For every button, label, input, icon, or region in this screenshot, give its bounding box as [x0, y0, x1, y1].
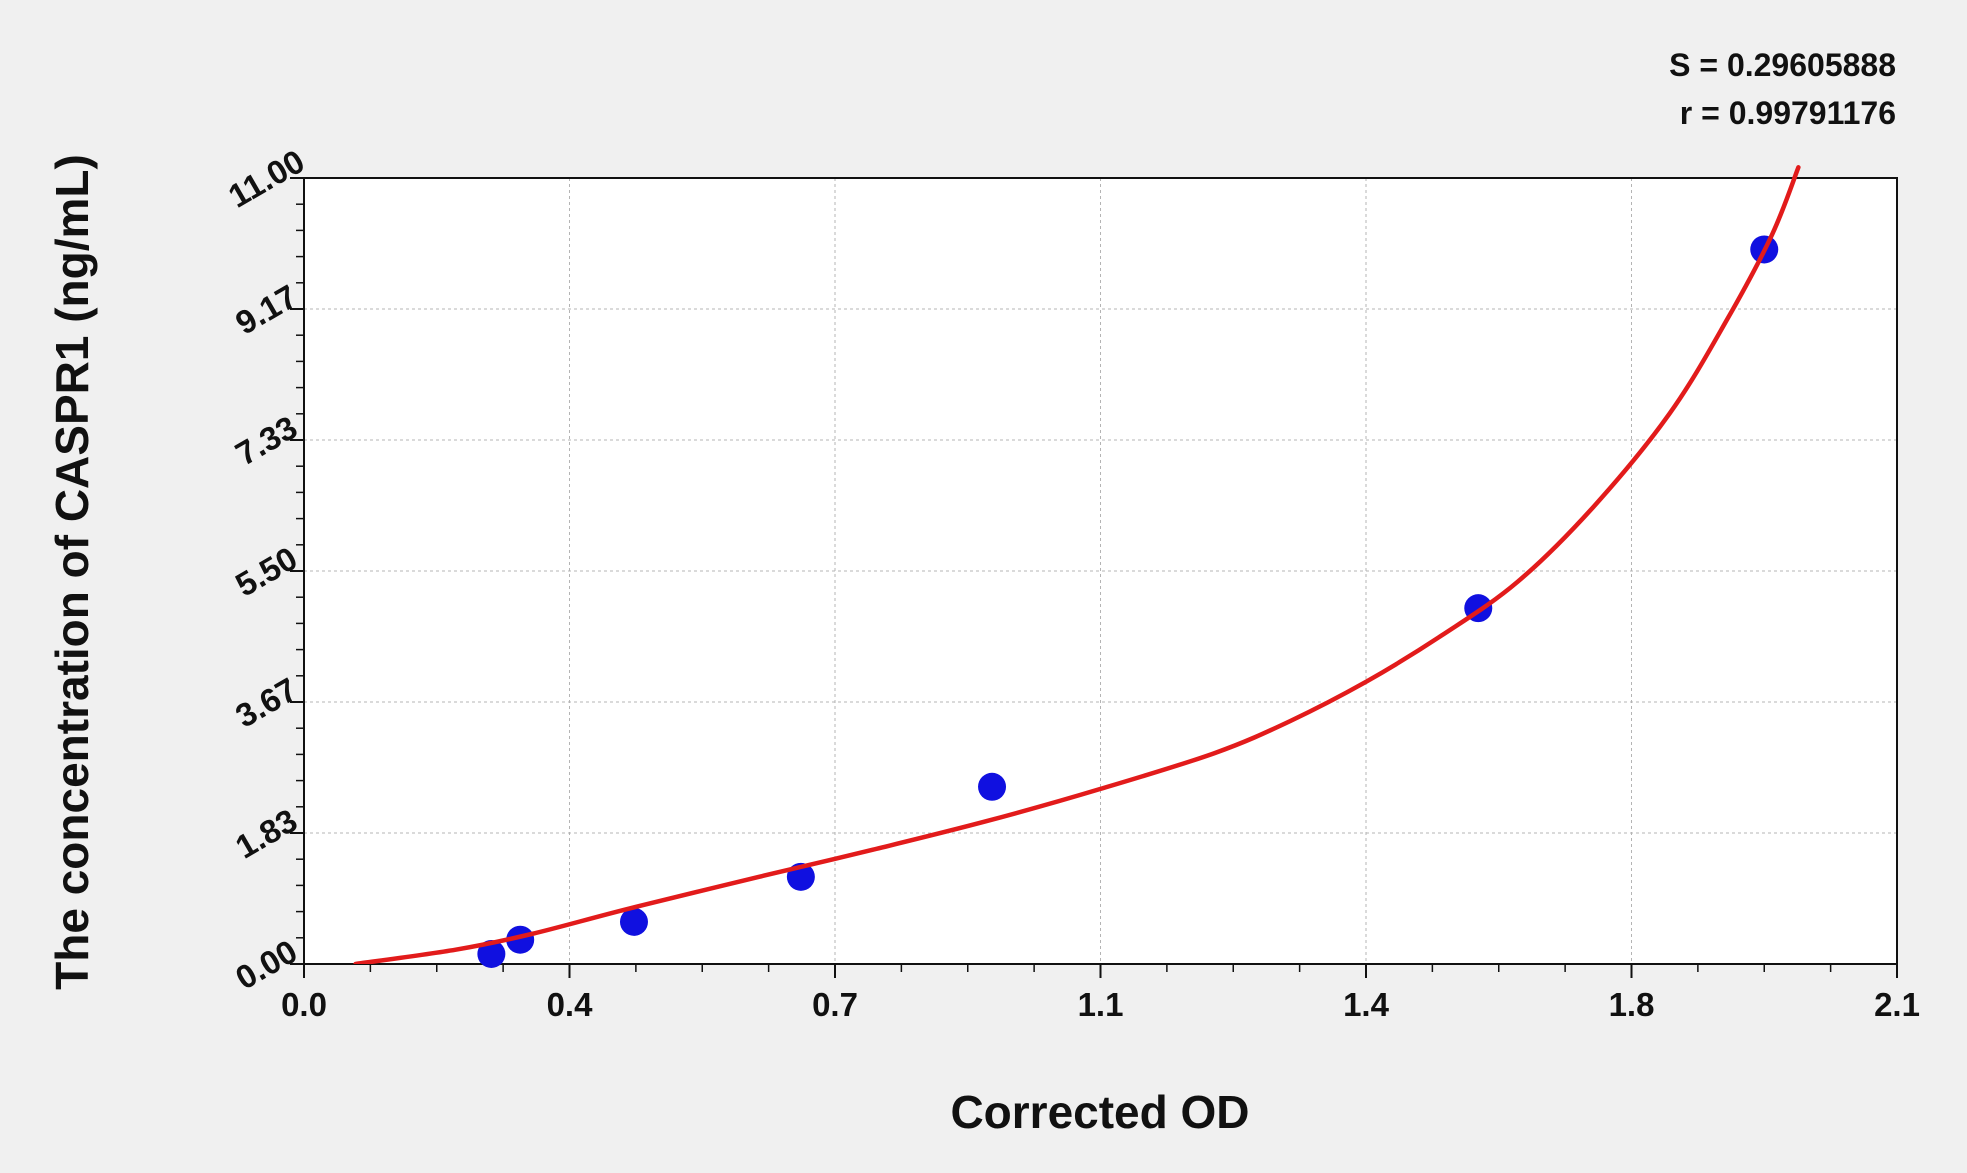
data-point — [619, 907, 648, 936]
y-axis-title: The concentration of CASPR1 (ng/mL) — [46, 154, 98, 990]
x-tick-label: 1.4 — [1343, 986, 1390, 1023]
x-tick-label: 1.1 — [1078, 986, 1124, 1023]
x-axis-tick-labels: 0.0 0.4 0.7 1.1 1.4 1.8 2.1 — [281, 986, 1920, 1023]
minor-ticks — [296, 203, 1832, 972]
series-layer — [353, 165, 1801, 968]
x-tick-label: 0.0 — [281, 986, 327, 1023]
grid-lines — [304, 178, 1897, 964]
data-point — [978, 772, 1007, 801]
major-ticks — [290, 177, 1898, 978]
data-point — [477, 939, 506, 968]
plot-area: 0.0 0.4 0.7 1.1 1.4 1.8 2.1 0.001.833.675.507.… — [222, 142, 1920, 1023]
x-tick-label: 0.4 — [547, 986, 594, 1023]
stat-r-value: r = 0.99791176 — [1680, 95, 1896, 131]
fit-curve — [353, 165, 1801, 964]
plot-frame — [303, 177, 1898, 965]
x-tick-label: 1.8 — [1609, 986, 1655, 1023]
data-point — [506, 925, 535, 954]
x-tick-label: 2.1 — [1874, 986, 1920, 1023]
x-tick-label: 0.7 — [812, 986, 858, 1023]
stat-s-value: S = 0.29605888 — [1669, 47, 1896, 83]
x-axis-title: Corrected OD — [950, 1086, 1249, 1138]
